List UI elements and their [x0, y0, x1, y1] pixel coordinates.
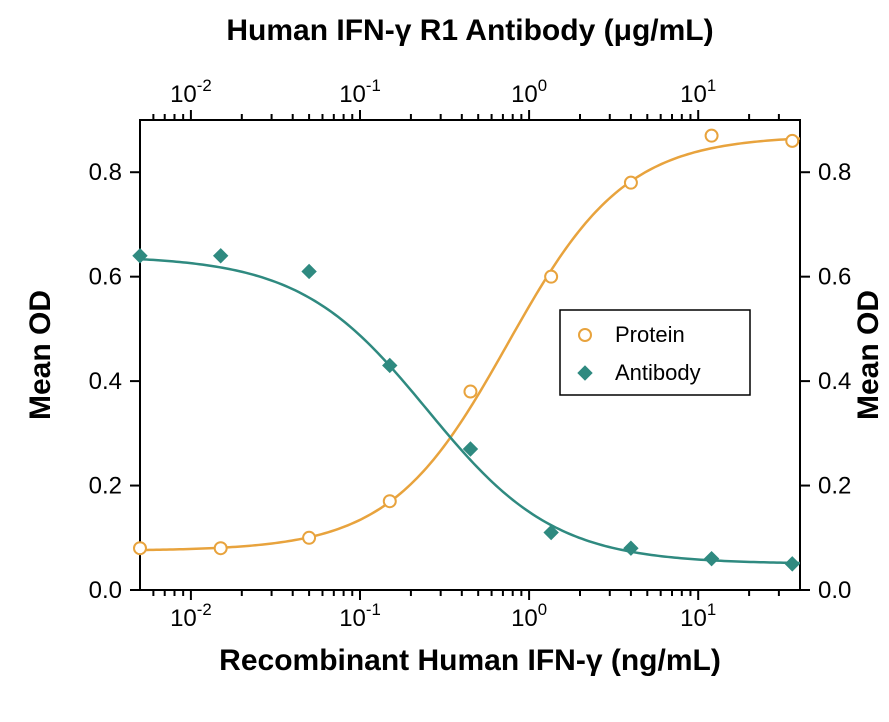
svg-text:0.2: 0.2	[89, 473, 122, 500]
svg-text:0.0: 0.0	[818, 577, 851, 604]
svg-text:0.8: 0.8	[818, 159, 851, 186]
svg-text:0.8: 0.8	[89, 159, 122, 186]
chart-svg: 0.0 0.0 0.2 0.2 0.4 0.4 0.6 0.6 0.8 0.8 10-2 10-1 10…	[0, 0, 889, 722]
svg-text:Antibody: Antibody	[615, 360, 701, 385]
svg-text:0.2: 0.2	[818, 473, 851, 500]
svg-text:0.6: 0.6	[818, 264, 851, 291]
svg-text:101: 101	[680, 600, 716, 632]
svg-text:Mean OD: Mean OD	[852, 290, 885, 420]
svg-text:100: 100	[511, 76, 547, 108]
svg-text:10-2: 10-2	[170, 600, 212, 632]
svg-text:Protein: Protein	[615, 322, 685, 347]
svg-text:Human IFN-γ R1 Antibody (μg/mL: Human IFN-γ R1 Antibody (μg/mL)	[226, 14, 713, 47]
svg-text:101: 101	[680, 76, 716, 108]
svg-text:0.4: 0.4	[89, 368, 122, 395]
svg-text:10-1: 10-1	[339, 76, 381, 108]
svg-text:0.4: 0.4	[818, 368, 851, 395]
chart-container: 0.0 0.0 0.2 0.2 0.4 0.4 0.6 0.6 0.8 0.8 10-2 10-1 10…	[0, 0, 889, 722]
svg-text:10-2: 10-2	[170, 76, 212, 108]
svg-text:0.0: 0.0	[89, 577, 122, 604]
svg-text:Recombinant Human IFN-γ (ng/m: Recombinant Human IFN-γ (ng/mL)	[219, 644, 721, 677]
svg-text:10-1: 10-1	[339, 600, 381, 632]
svg-text:100: 100	[511, 600, 547, 632]
svg-text:0.6: 0.6	[89, 264, 122, 291]
svg-text:Mean OD: Mean OD	[24, 290, 57, 420]
